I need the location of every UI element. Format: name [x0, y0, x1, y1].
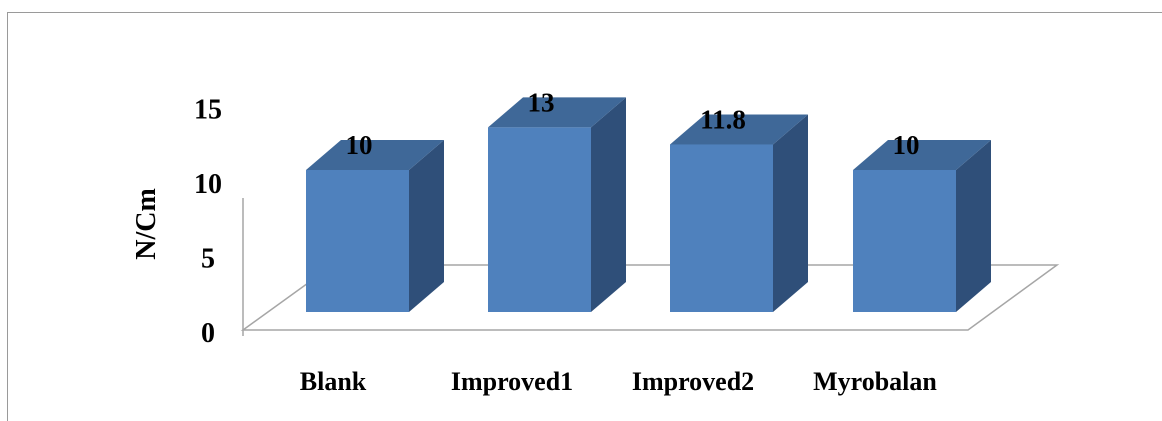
bar-top: [306, 140, 444, 170]
bar-blank: [306, 140, 444, 312]
chart-frame: [7, 12, 1162, 421]
data-label: 10: [893, 130, 920, 160]
floor-plane: [240, 264, 1060, 331]
bar-front: [670, 144, 773, 312]
bar-front: [306, 170, 409, 312]
y-axis: 0 5 10 15: [194, 95, 222, 350]
chart-floor: [240, 198, 1060, 336]
data-labels: 10 13 11.8 10: [346, 87, 920, 160]
x-axis-labels: Blank Improved1 Improved2 Myrobalan: [300, 367, 938, 396]
y-tick-label: 5: [201, 244, 215, 275]
y-tick-label: 15: [194, 95, 222, 126]
y-tick-label: 10: [194, 169, 222, 200]
y-tick-label: 0: [201, 318, 215, 349]
x-tick-label: Blank: [300, 367, 367, 396]
x-tick-label: Improved1: [451, 367, 573, 396]
y-axis-label: N/Cm: [131, 188, 162, 260]
bar-top: [670, 114, 808, 145]
bar-top: [853, 140, 991, 170]
bar-myrobalan: [853, 140, 991, 312]
bar-top: [488, 97, 626, 128]
x-tick-label: Improved2: [632, 367, 754, 396]
data-label: 10: [346, 130, 373, 160]
bar-improved1: [488, 97, 626, 313]
bar-side: [956, 140, 991, 312]
bar-side: [773, 114, 808, 312]
bar-improved2: [670, 114, 808, 312]
bar-side: [591, 97, 626, 313]
data-label: 11.8: [700, 104, 746, 134]
bars: [306, 97, 991, 313]
bar-front: [488, 127, 591, 313]
data-label: 13: [528, 87, 555, 117]
bar-side: [409, 140, 444, 312]
x-tick-label: Myrobalan: [813, 367, 937, 396]
bar-front: [853, 170, 956, 312]
